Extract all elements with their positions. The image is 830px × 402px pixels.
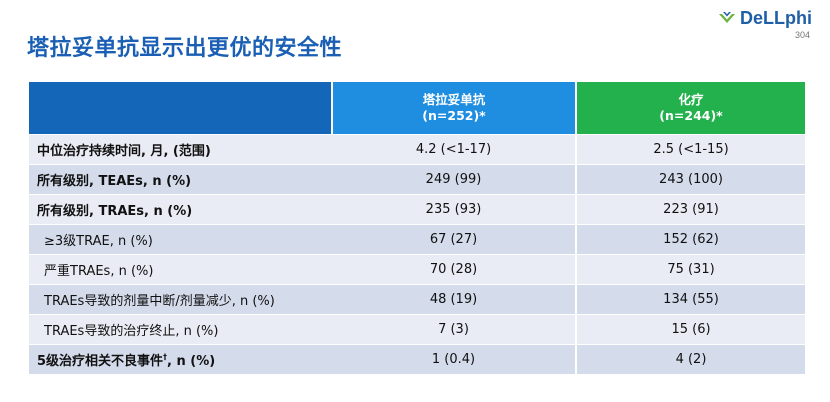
row-chemo-value: 223 (91) bbox=[576, 194, 805, 225]
table-row: ≥3级TRAE, n (%) 67 (27) 152 (62) bbox=[29, 224, 805, 255]
table-row: TRAEs导致的治疗终止, n (%) 7 (3) 15 (6) bbox=[29, 314, 805, 345]
header-blank-cell bbox=[29, 82, 333, 135]
header-chemo-name: 化疗 bbox=[678, 92, 704, 107]
page-number: 304 bbox=[794, 30, 810, 40]
row-chemo-value: 75 (31) bbox=[576, 254, 805, 285]
row-label: 所有级别, TEAEs, n (%) bbox=[29, 164, 332, 195]
row-drug-value: 4.2 (<1-17) bbox=[332, 134, 577, 165]
row-chemo-value: 134 (55) bbox=[576, 284, 805, 315]
header-tarlatamab: 塔拉妥单抗 (n=252)* bbox=[332, 82, 577, 135]
table-row: 所有级别, TRAEs, n (%) 235 (93) 223 (91) bbox=[29, 194, 805, 225]
row-chemo-value: 4 (2) bbox=[576, 344, 805, 375]
logo-text: DeLLphi bbox=[740, 8, 812, 28]
row-chemo-value: 2.5 (<1-15) bbox=[576, 134, 805, 165]
table-row: 5级治疗相关不良事件†, n (%) 1 (0.4) 4 (2) bbox=[29, 344, 805, 375]
row-drug-value: 235 (93) bbox=[332, 194, 577, 225]
page-title: 塔拉妥单抗显示出更优的安全性 bbox=[27, 36, 343, 61]
table-row: 中位治疗持续时间, 月, (范围) 4.2 (<1-17) 2.5 (<1-15… bbox=[29, 134, 805, 165]
table-row: 严重TRAEs, n (%) 70 (28) 75 (31) bbox=[29, 254, 805, 285]
header-tarlatamab-n: (n=252)* bbox=[422, 108, 486, 123]
header-tarlatamab-name: 塔拉妥单抗 bbox=[422, 92, 486, 107]
header-chemo: 化疗 (n=244)* bbox=[576, 82, 805, 135]
row-chemo-value: 152 (62) bbox=[576, 224, 805, 255]
row-label-tail: , n (%) bbox=[167, 354, 216, 369]
table-header-row: 塔拉妥单抗 (n=252)* 化疗 (n=244)* bbox=[29, 82, 805, 135]
row-label: 严重TRAEs, n (%) bbox=[29, 254, 332, 285]
dagger-footnote-mark: † bbox=[163, 352, 168, 362]
row-chemo-value: 243 (100) bbox=[576, 164, 805, 195]
row-label: 所有级别, TRAEs, n (%) bbox=[29, 194, 332, 225]
table-row: 所有级别, TEAEs, n (%) 249 (99) 243 (100) bbox=[29, 164, 805, 195]
row-drug-value: 48 (19) bbox=[332, 284, 577, 315]
row-label: 中位治疗持续时间, 月, (范围) bbox=[29, 134, 332, 165]
row-drug-value: 249 (99) bbox=[332, 164, 577, 195]
row-label-main: 5级治疗相关不良事件 bbox=[37, 354, 164, 369]
logo: DeLLphi bbox=[718, 8, 812, 29]
row-drug-value: 1 (0.4) bbox=[332, 344, 577, 375]
row-label: TRAEs导致的剂量中断/剂量减少, n (%) bbox=[29, 284, 332, 315]
table-row: TRAEs导致的剂量中断/剂量减少, n (%) 48 (19) 134 (55… bbox=[29, 284, 805, 315]
row-label: TRAEs导致的治疗终止, n (%) bbox=[29, 314, 332, 345]
safety-table: 塔拉妥单抗 (n=252)* 化疗 (n=244)* 中位治疗持续时间, 月, … bbox=[29, 82, 805, 375]
row-label: 5级治疗相关不良事件†, n (%) bbox=[29, 344, 332, 375]
row-label: ≥3级TRAE, n (%) bbox=[29, 224, 332, 255]
row-chemo-value: 15 (6) bbox=[576, 314, 805, 345]
row-drug-value: 7 (3) bbox=[332, 314, 577, 345]
header-chemo-n: (n=244)* bbox=[659, 108, 723, 123]
row-drug-value: 70 (28) bbox=[332, 254, 577, 285]
row-drug-value: 67 (27) bbox=[332, 224, 577, 255]
chevron-logo-icon bbox=[719, 11, 735, 23]
